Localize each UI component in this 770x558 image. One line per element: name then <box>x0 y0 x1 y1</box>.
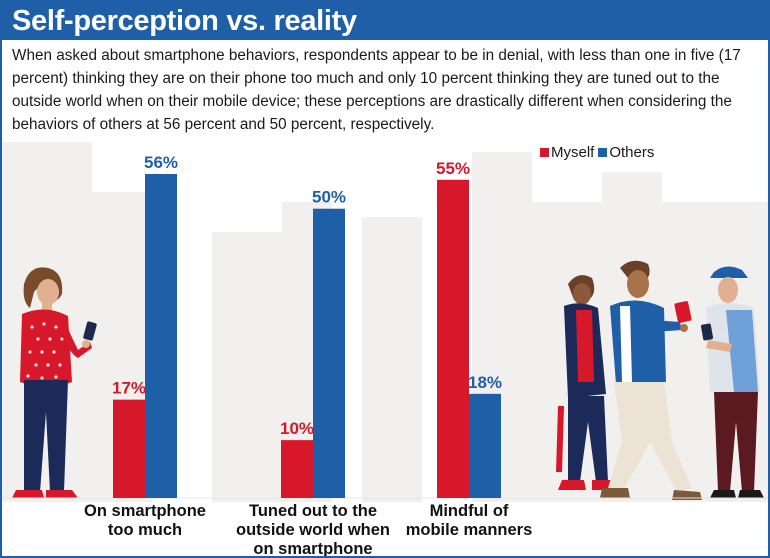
chart-legend: Myself Others <box>540 144 658 161</box>
legend-label-myself: Myself <box>551 144 595 161</box>
category-label-line: Mindful of <box>429 502 509 520</box>
title-bar: Self-perception vs. reality <box>2 2 768 40</box>
category-label-line: Tuned out to the <box>249 502 377 520</box>
page-title: Self-perception vs. reality <box>12 5 357 37</box>
category-label-2: Tuned out to the outside world when on sma… <box>218 502 408 558</box>
intro-paragraph: When asked about smartphone behaviors, r… <box>12 47 741 133</box>
data-label-others-3: 18% <box>468 373 502 392</box>
legend-label-others: Others <box>609 144 655 161</box>
legend-item-myself: Myself <box>540 144 594 161</box>
legend-swatch-myself <box>540 148 549 157</box>
bar-others-3 <box>469 393 501 498</box>
bar-others-1 <box>145 174 177 498</box>
bar-myself-3 <box>437 179 469 499</box>
bar-myself-2 <box>281 440 313 498</box>
person-man-blue <box>600 260 702 500</box>
person-man-cap <box>701 266 764 498</box>
data-label-myself-3: 55% <box>436 159 470 178</box>
data-label-myself-1: 17% <box>112 379 146 398</box>
legend-item-others: Others <box>598 144 654 161</box>
woman-with-phone-illustration <box>12 267 97 498</box>
bar-myself-1 <box>113 399 145 498</box>
category-label-3: Mindful of mobile manners <box>374 502 564 540</box>
category-label-line: outside world when <box>235 521 390 539</box>
category-label-line: too much <box>107 521 183 539</box>
data-label-others-1: 56% <box>144 153 178 172</box>
legend-swatch-others <box>598 148 608 157</box>
category-label-line: on smartphone <box>253 540 373 558</box>
category-label-line: On smartphone <box>84 502 206 520</box>
category-label-line: mobile manners <box>405 521 533 539</box>
data-label-myself-2: 10% <box>280 419 314 438</box>
data-label-others-2: 50% <box>312 188 346 207</box>
bar-others-2 <box>313 208 345 498</box>
category-label-1: On smartphone too much <box>50 502 240 540</box>
